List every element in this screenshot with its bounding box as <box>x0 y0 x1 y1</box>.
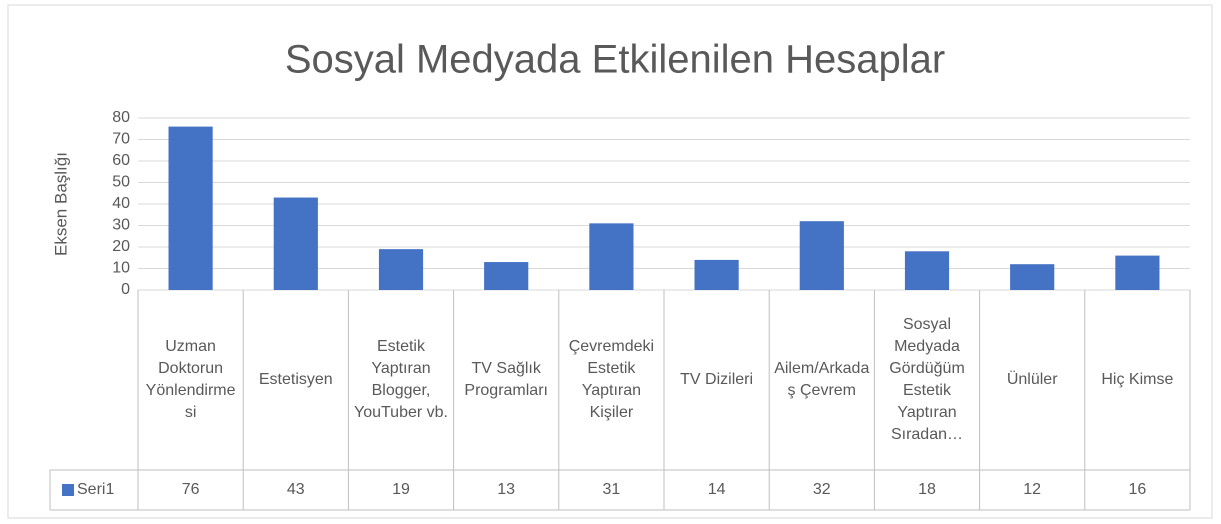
y-tick-label: 30 <box>112 217 130 234</box>
x-tick-label: Estetisyen <box>258 371 333 388</box>
x-tick-label: TV Dizileri <box>680 371 754 388</box>
table-value: 43 <box>286 481 305 498</box>
x-tick-label: Ailem/Arkadaş Çevrem <box>774 360 870 399</box>
y-tick-label: 80 <box>112 109 130 126</box>
legend-label: Seri1 <box>77 481 115 498</box>
y-tick-label: 20 <box>112 238 130 255</box>
y-tick-label: 40 <box>112 195 130 212</box>
chart-title: Sosyal Medyada Etkilenilen Hesaplar <box>285 38 945 82</box>
bar <box>484 262 529 290</box>
bar <box>1115 255 1160 290</box>
table-value: 32 <box>812 481 831 498</box>
x-tick-label: TV Sağlık Programları <box>464 360 548 399</box>
bar <box>694 259 739 290</box>
bar <box>378 249 424 290</box>
x-tick-label: Estetik Yaptıran Blogger, YouTuber vb. <box>353 338 448 421</box>
x-tick-label: Sosyal Medyada Gördüğüm Estetik Yaptıran… <box>889 316 965 443</box>
table-value: 31 <box>602 481 621 498</box>
bar <box>904 251 950 290</box>
x-tick-label: Hiç Kimse <box>1101 371 1174 388</box>
bar <box>273 197 318 290</box>
x-tick-label: Uzman Doktorun Yönlendirmesi <box>145 338 236 421</box>
table-value: 12 <box>1023 481 1042 498</box>
y-axis-title: Eksen Başlığı <box>51 152 70 256</box>
y-tick-label: 60 <box>112 152 130 169</box>
bar <box>168 126 213 290</box>
legend-entry: Seri1 <box>50 470 138 510</box>
legend-swatch <box>62 484 74 496</box>
y-tick-label: 10 <box>112 260 130 277</box>
bar <box>799 221 844 290</box>
y-tick-label: 0 <box>121 281 130 298</box>
x-tick-label: Ünlüler <box>1006 371 1058 388</box>
x-tick-label: Çevremdeki Estetik Yaptıran Kişiler <box>568 338 655 421</box>
bar <box>1010 264 1055 290</box>
table-value: 16 <box>1128 481 1147 498</box>
table-value: 76 <box>181 481 200 498</box>
table-value: 14 <box>707 481 726 498</box>
table-value: 13 <box>497 481 516 498</box>
y-tick-label: 50 <box>112 174 130 191</box>
table-value: 18 <box>918 481 936 498</box>
table-value: 19 <box>392 481 410 498</box>
bar <box>589 223 634 290</box>
y-tick-label: 70 <box>112 131 130 148</box>
